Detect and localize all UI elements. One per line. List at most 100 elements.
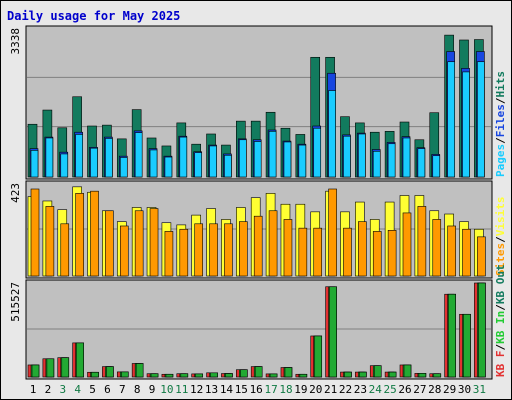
day-label: 12 [190,383,203,396]
day-label: 16 [250,383,263,396]
day-label: 25 [383,383,396,396]
sites-bar [45,206,55,277]
pages-bar [105,138,113,178]
sites-bar [313,227,323,277]
legend-bot-part: KB F [494,351,507,378]
kbout-bar [225,373,233,378]
kbout-bar [165,373,174,378]
sites-bar [105,210,114,277]
sites-bar [343,227,352,277]
kbout-bar [195,373,203,378]
day-label: 22 [339,383,352,396]
legend-bot-part: / [494,344,507,351]
kbout-bar [373,365,382,378]
legend-bot-part: KB In [494,311,507,344]
sites-bar [209,223,218,277]
pages-bar [239,139,247,178]
kbout-bar [299,373,308,378]
day-label: 26 [398,383,411,396]
day-label: 18 [279,383,292,396]
kbout-bar [106,366,114,378]
pages-bar [447,61,455,178]
legend-top-part: / [494,97,507,104]
day-label: 27 [413,383,426,396]
kbout-bar [180,373,189,378]
sites-bar [119,225,129,277]
legend-bot-part: KB Out [494,264,507,304]
kbout-bar [46,358,55,378]
day-label: 10 [160,383,173,396]
day-label: 2 [45,383,52,396]
legend-bot-part: / [494,304,507,311]
sites-bar [387,230,397,277]
legend-top-part: Pages [494,144,507,177]
kbout-bar [314,335,323,378]
kbout-bar [91,371,99,378]
sites-bar [30,188,40,277]
day-label: 9 [149,383,156,396]
graph-title: Daily usage for May 2025 [7,9,181,23]
sites-bar [90,190,99,277]
day-label: 15 [235,383,248,396]
day-label: 3 [59,383,66,396]
pages-bar [298,144,307,178]
legend-top-part: Files [494,104,507,137]
sites-bar [283,219,293,277]
day-label: 14 [220,383,234,396]
pages-bar [372,150,381,178]
kbout-bar [433,373,442,378]
legend-mid-part: Visits [494,197,507,237]
sites-bar [462,228,471,277]
sites-bar [358,221,367,277]
legend-bot: KB F/KB In/KB Out [494,264,507,377]
day-label: 31 [473,383,486,396]
legend-mid-part: / [494,236,507,243]
day-label: 5 [89,383,96,396]
kbout-bar [329,286,337,378]
kbout-bar [120,371,129,378]
day-label: 4 [74,383,81,396]
kbout-bar [448,293,456,378]
kbout-bar [240,369,248,378]
day-label: 30 [458,383,471,396]
sites-bar [298,227,308,277]
sites-bar [239,221,248,277]
bot-axis-max: 515527 [9,282,22,322]
pages-bar [60,153,69,178]
day-label: 23 [354,383,367,396]
pages-bar [90,147,98,178]
pages-bar [30,150,39,178]
day-label: 1 [30,383,37,396]
legend-top-part: / [494,137,507,144]
kbout-bar [463,313,471,378]
day-label: 19 [294,383,307,396]
pages-bar [283,141,292,178]
pages-bar [119,157,128,178]
sites-bar [253,215,263,277]
pages-bar [75,134,83,178]
sites-bar [149,208,159,277]
top-axis-max: 3338 [9,28,22,55]
day-label: 8 [134,383,141,396]
pages-bar [224,154,232,178]
kbout-bar [76,342,84,378]
kbout-bar [150,373,159,378]
sites-bar [477,236,486,277]
pages-bar [194,152,202,178]
mid-axis-max: 423 [9,183,22,203]
pages-bar [387,143,396,178]
kbout-bar [359,371,367,378]
kbout-bar [344,371,352,378]
sites-bar [75,193,84,277]
day-label: 13 [205,383,218,396]
sites-bar [328,188,337,277]
kbout-bar [210,372,218,378]
pages-bar [313,127,322,178]
pages-bar [417,148,426,178]
kbout-bar [31,364,40,378]
pages-bar [358,133,366,178]
legend-mid: Sites/Visits [494,197,507,277]
pages-bar [45,137,54,178]
day-label: 29 [443,383,456,396]
pages-bar [134,132,143,178]
